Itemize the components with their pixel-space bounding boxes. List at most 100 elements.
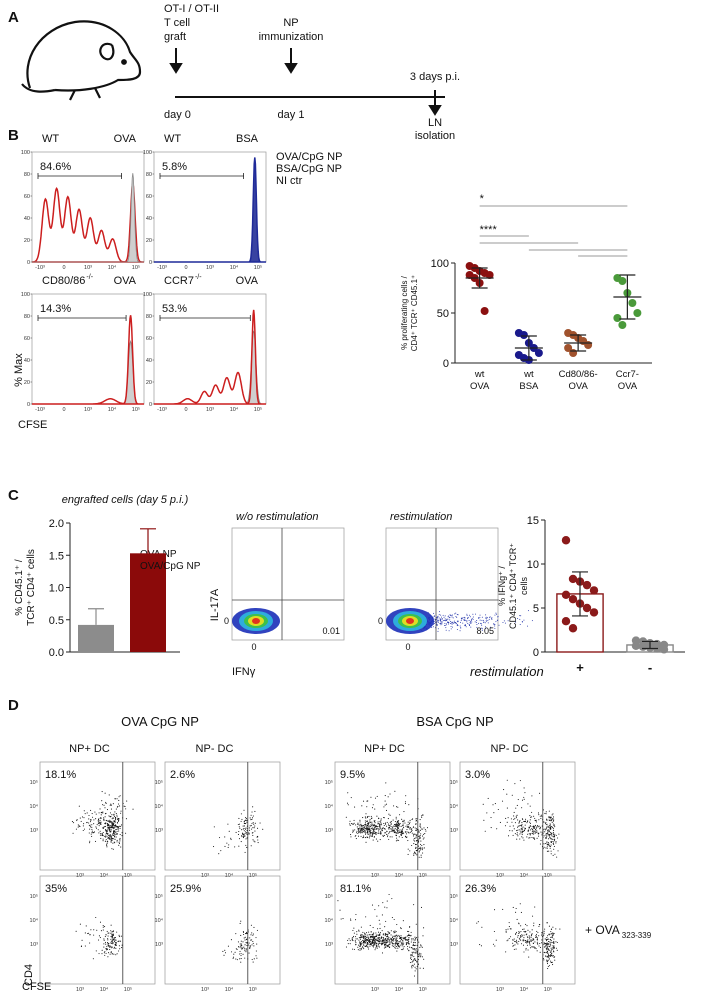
event-dot (116, 931, 118, 933)
data-point (561, 617, 571, 626)
bar (78, 624, 114, 652)
event-dot (243, 937, 245, 939)
event-dot (359, 936, 361, 938)
event-dot (363, 826, 365, 828)
event-dot (359, 828, 361, 830)
event-dot (353, 927, 355, 929)
event-dot (112, 930, 114, 932)
event-dot (244, 936, 246, 938)
event-dot (380, 942, 383, 945)
event-dot (536, 824, 539, 827)
event-dot (424, 828, 426, 831)
event-dot (71, 821, 73, 823)
event-dot (93, 819, 95, 821)
event-dot (377, 840, 379, 842)
event-dot (471, 617, 473, 619)
event-dot (393, 805, 395, 807)
event-dot (524, 792, 526, 794)
event-dot (360, 830, 362, 832)
event-dot (367, 829, 369, 831)
event-dot (519, 903, 521, 905)
event-dot (384, 940, 386, 942)
event-dot (420, 906, 423, 909)
event-dot (380, 941, 382, 943)
event-dot (529, 825, 531, 827)
event-dot (363, 829, 365, 832)
event-dot (113, 816, 116, 818)
event-dot (408, 822, 410, 825)
event-dot (415, 950, 417, 952)
event-dot (237, 833, 239, 836)
event-dot (541, 939, 543, 941)
event-dot (249, 937, 251, 939)
event-dot (384, 832, 386, 834)
category-label: wt (474, 369, 485, 380)
event-dot (115, 836, 117, 838)
event-dot (358, 929, 360, 931)
event-dot (534, 832, 536, 834)
event-dot (365, 942, 367, 944)
event-dot (112, 935, 114, 937)
event-dot (97, 821, 99, 823)
event-dot (496, 613, 498, 615)
event-dot (97, 820, 99, 822)
event-dot (386, 945, 388, 947)
event-dot (385, 809, 388, 812)
event-dot (384, 906, 386, 908)
event-dot (538, 945, 540, 947)
panel-label: D (8, 697, 19, 714)
event-dot (391, 826, 393, 828)
histogram-genotype-sup: -/- (195, 274, 202, 281)
event-dot (366, 816, 369, 818)
axis-tick: 10³ (30, 828, 38, 834)
event-dot (371, 939, 373, 942)
event-dot (431, 627, 433, 629)
histogram-y-tick: 100 (143, 150, 152, 156)
event-dot (352, 823, 355, 825)
event-dot (452, 617, 454, 619)
event-dot (420, 815, 423, 817)
event-dot (531, 946, 533, 948)
event-dot (462, 622, 464, 624)
event-dot (543, 821, 545, 823)
event-dot (111, 947, 113, 949)
event-dot (347, 943, 349, 945)
event-dot (362, 947, 364, 949)
event-dot (398, 839, 400, 841)
event-dot (551, 935, 554, 937)
event-dot (555, 928, 557, 930)
axis-tick: 10⁵ (544, 986, 552, 993)
event-dot (96, 929, 98, 931)
event-dot (361, 829, 363, 831)
event-dot (387, 946, 389, 948)
event-dot (388, 824, 390, 827)
event-dot (388, 939, 390, 941)
event-dot (546, 946, 548, 948)
event-dot (491, 618, 493, 620)
event-dot (240, 841, 242, 843)
event-dot (369, 829, 371, 831)
event-dot (374, 938, 376, 940)
event-dot (542, 809, 545, 811)
event-dot (255, 955, 257, 957)
event-dot (446, 619, 448, 621)
event-dot (389, 827, 391, 829)
event-dot (506, 793, 508, 795)
event-dot (100, 930, 102, 932)
event-dot (398, 830, 400, 832)
event-dot (95, 950, 97, 952)
event-dot (550, 841, 552, 843)
event-dot (109, 828, 111, 830)
event-dot (548, 816, 550, 818)
event-dot (528, 837, 530, 839)
axis-tick: 10⁴ (155, 917, 164, 924)
event-dot (520, 825, 522, 827)
event-dot (533, 815, 535, 817)
event-dot (399, 823, 401, 825)
event-dot (553, 838, 555, 840)
event-dot (483, 621, 485, 623)
event-dot (423, 844, 425, 846)
event-dot (392, 829, 394, 831)
event-dot (444, 622, 446, 624)
